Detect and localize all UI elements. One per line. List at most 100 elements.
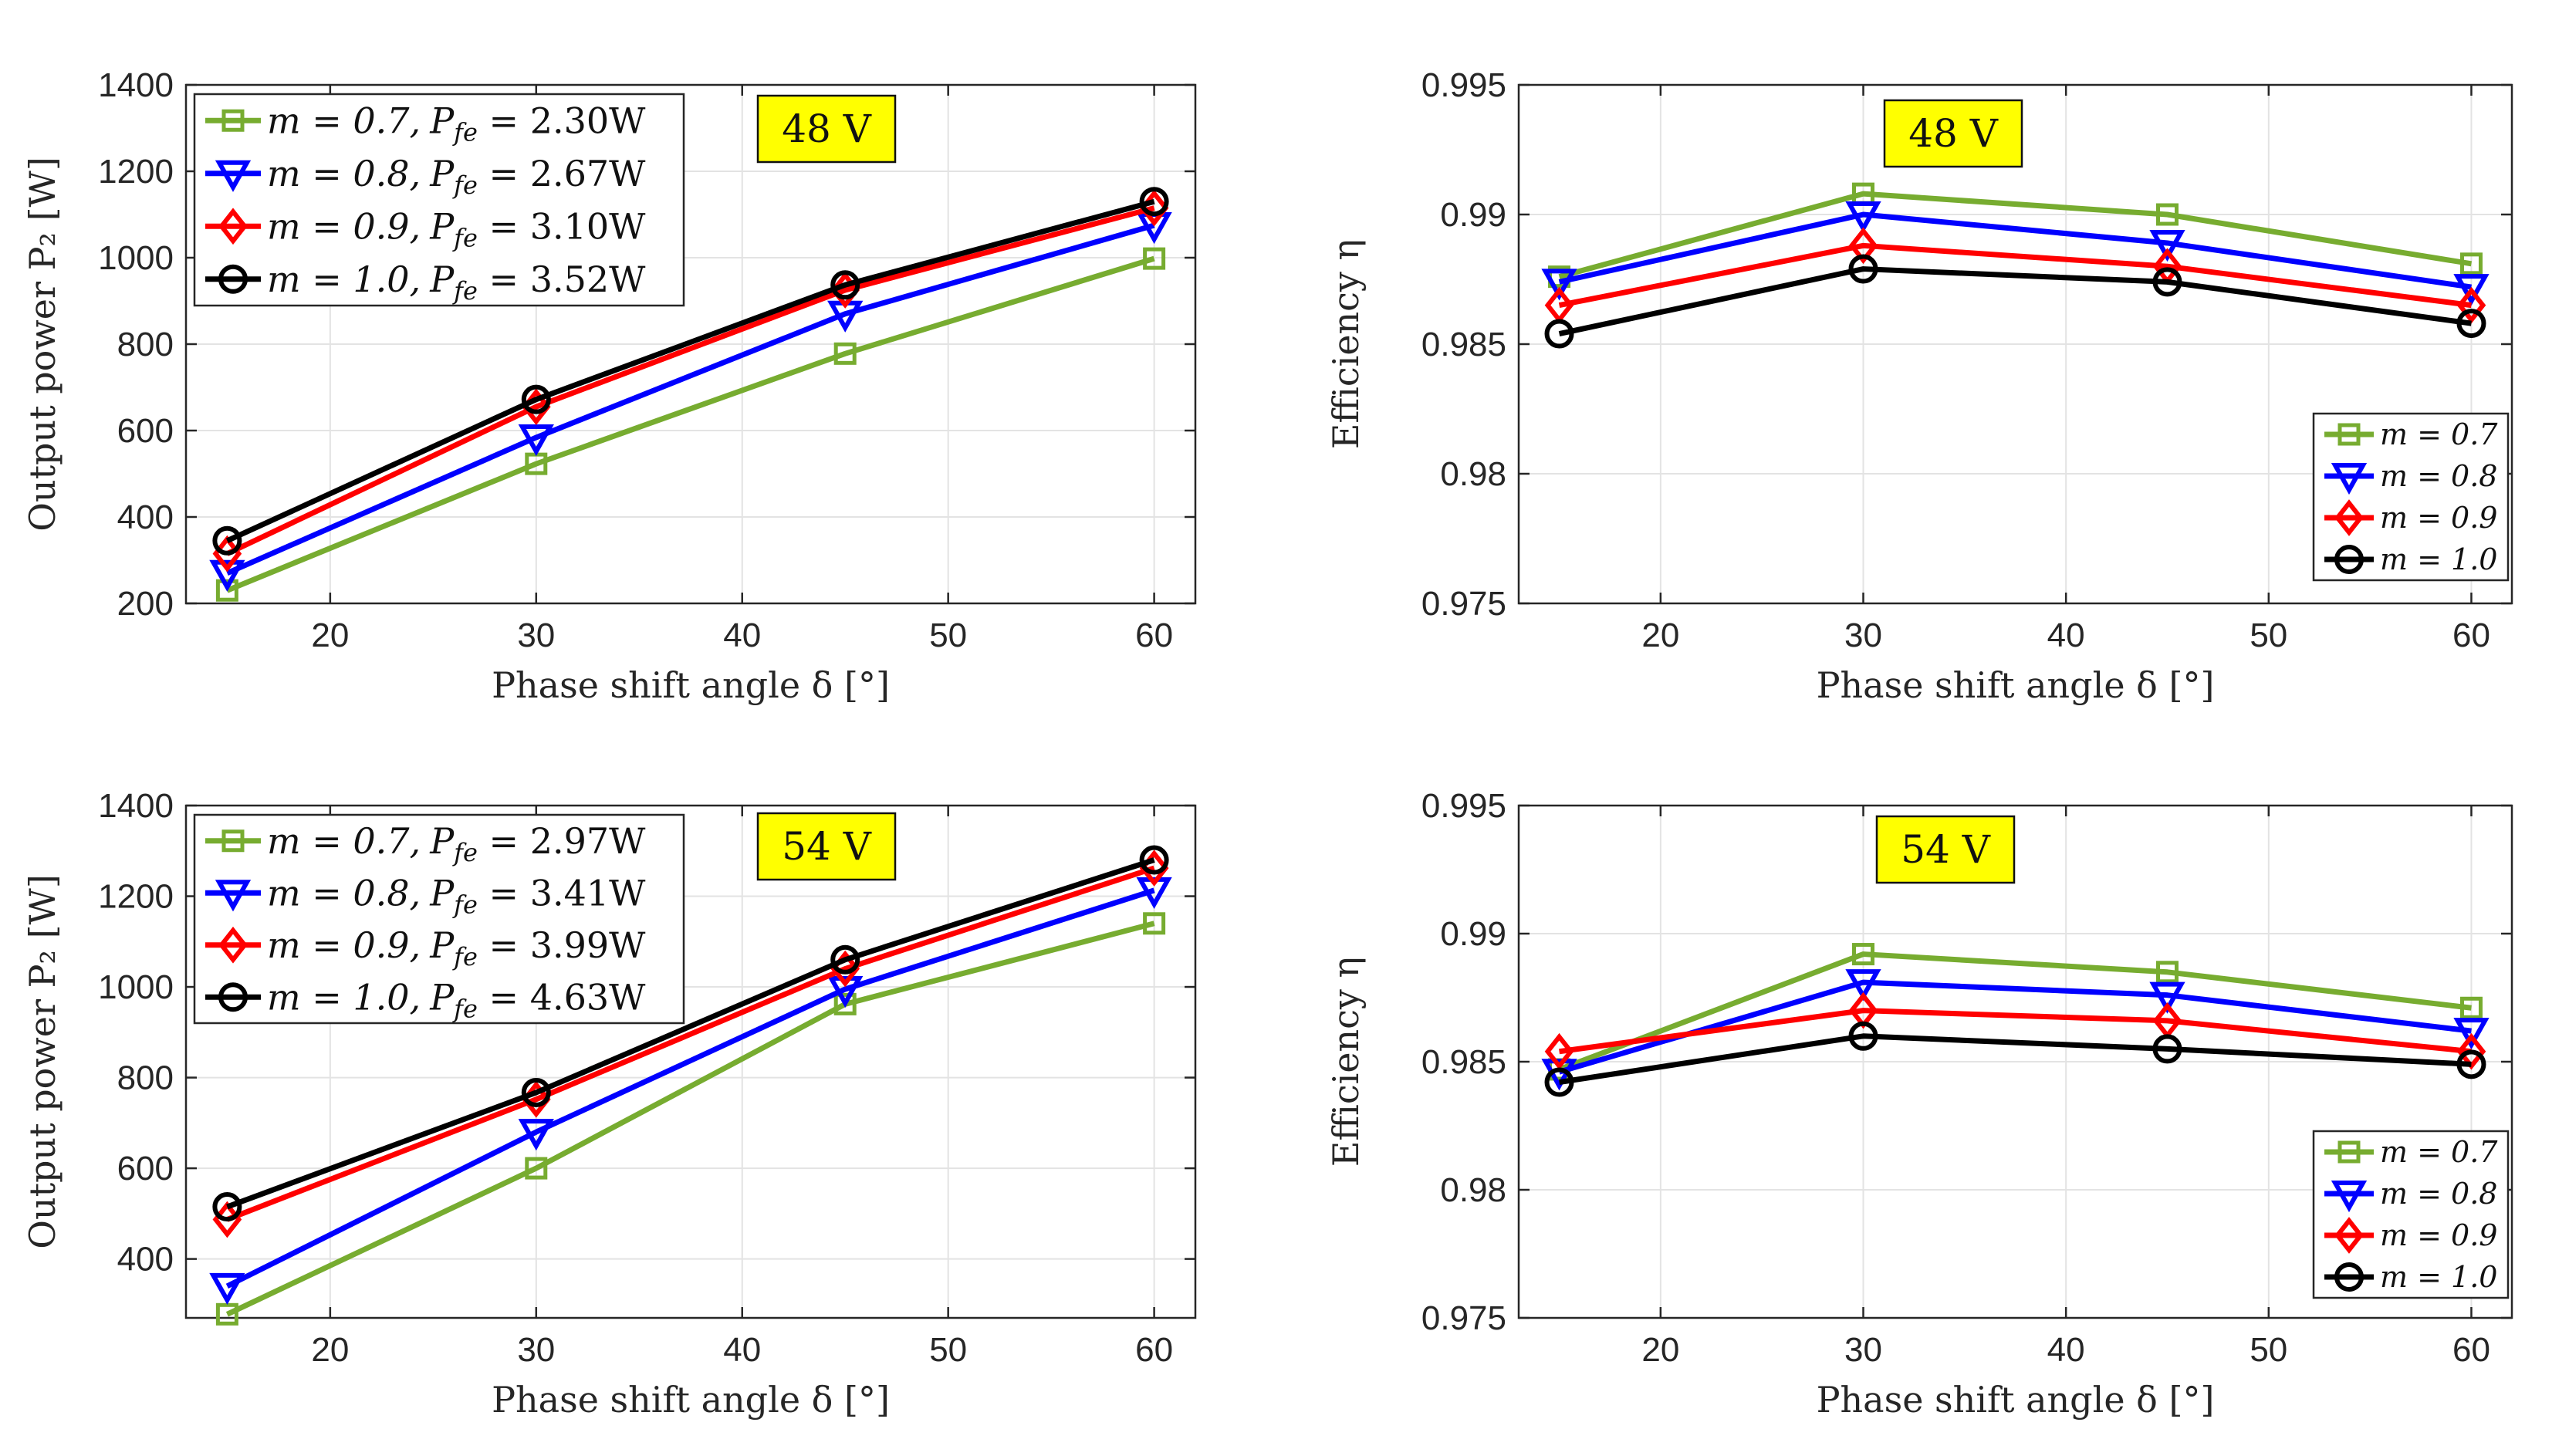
legend-label: m = 0.9, Pfe = 3.10W [267, 205, 646, 252]
legend-m-text: m = 0.8 [2380, 1177, 2497, 1211]
y-tick-label: 0.99 [1440, 196, 1506, 234]
legend-label: m = 1.0 [2380, 1260, 2497, 1294]
legend-swatch-marker [2331, 1181, 2368, 1213]
x-tick-label: 20 [311, 617, 349, 654]
voltage-label: 54 V [782, 824, 872, 869]
data-point [215, 1302, 238, 1326]
legend-swatch-marker [2331, 463, 2368, 495]
x-tick-label: 30 [517, 617, 555, 654]
y-tick-label: 600 [117, 1150, 174, 1187]
legend-m-text: m = 0.9, [267, 205, 421, 247]
data-point [518, 424, 554, 457]
legend-label: m = 0.7, Pfe = 2.30W [267, 100, 646, 147]
legend-label: m = 0.7 [2380, 1135, 2498, 1169]
data-point [1852, 943, 1875, 966]
legend-swatch-marker [218, 926, 248, 964]
data-point [1139, 845, 1169, 875]
y-axis-label: Output power P₂ [W] [22, 874, 63, 1249]
x-tick-label: 40 [2047, 1331, 2085, 1369]
x-axis-label: Phase shift angle δ [°] [1817, 1379, 2215, 1421]
data-point [525, 1157, 548, 1180]
data-point [2149, 981, 2185, 1014]
x-tick-label: 60 [2452, 1331, 2490, 1369]
data-point [2453, 274, 2490, 306]
data-point [827, 975, 864, 1008]
data-point [833, 992, 857, 1015]
legend-p-value: = 3.10W [478, 205, 646, 247]
series-line [1559, 1008, 2472, 1055]
series-line [1558, 191, 2473, 280]
y-tick-label: 1400 [98, 66, 174, 104]
y-axis-label: Efficiency η [1325, 239, 1367, 449]
chart-efficiency-48v: 20 30 40 50 60 0.975 0.98 0.985 0.99 0.995 Phase s… [1325, 66, 2513, 706]
x-tick-label: 50 [2250, 617, 2287, 654]
data-point [1544, 1067, 1574, 1097]
legend-p-subscript: fe [452, 223, 478, 252]
series-line [226, 865, 1155, 1222]
legend-m-text: m = 0.7, [267, 100, 421, 141]
legend-p-value: = 3.41W [478, 872, 646, 914]
data-point [1848, 227, 1878, 265]
legend-swatch-marker [2337, 423, 2361, 446]
legend-label: m = 0.8 [2380, 459, 2497, 493]
legend-p-subscript: fe [452, 171, 478, 200]
legend-label: m = 0.9 [2380, 501, 2497, 535]
data-point [521, 384, 551, 414]
legend-p-symbol: P [429, 100, 455, 141]
legend-swatch-marker [2337, 1140, 2361, 1164]
data-point [2456, 1049, 2486, 1079]
data-point [1143, 912, 1166, 935]
legend-m-text: m = 1.0 [2380, 1260, 2497, 1294]
data-point [1143, 247, 1166, 270]
legend-p-subscript: fe [452, 890, 478, 919]
data-point [1544, 1032, 1574, 1070]
y-tick-label: 0.995 [1421, 787, 1506, 825]
legend-swatch-marker [218, 208, 248, 245]
legend-box [193, 93, 685, 307]
legend-m-text: m = 0.8, [267, 872, 421, 914]
series-line [1558, 266, 2472, 336]
data-point [1848, 254, 1878, 284]
legend-label: m = 0.9 [2380, 1218, 2497, 1252]
legend-label: m = 1.0, Pfe = 3.52W [267, 258, 646, 306]
x-axis-label: Phase shift angle δ [°] [492, 1379, 890, 1421]
x-tick-label: 20 [311, 1331, 349, 1369]
voltage-label: 54 V [1901, 827, 1991, 872]
legend-swatch-marker [2334, 1262, 2364, 1292]
chart-power-54v: 20 30 40 50 60 400 600 800 1000 1200 1400 Phase shi… [22, 787, 1197, 1421]
series-line [225, 921, 1155, 1317]
x-tick-label: 50 [929, 1331, 967, 1369]
series-line [225, 887, 1155, 1289]
x-tick-label: 60 [1135, 617, 1173, 654]
y-tick-label: 1200 [98, 878, 174, 916]
data-point [2155, 203, 2179, 226]
x-tick-label: 50 [929, 617, 967, 654]
legend-p-subscript: fe [452, 942, 478, 971]
y-axis-label: Efficiency η [1325, 957, 1367, 1167]
data-point [2453, 1018, 2490, 1050]
legend-p-value: = 3.52W [478, 258, 646, 300]
voltage-box [1883, 99, 2023, 168]
legend-m-text: m = 1.0, [267, 258, 421, 300]
legend-p-symbol: P [429, 205, 455, 247]
x-tick-label: 30 [517, 1331, 555, 1369]
voltage-box [756, 812, 897, 881]
legend-p-subscript: fe [452, 994, 478, 1023]
legend-p-symbol: P [429, 976, 455, 1018]
data-point [833, 342, 857, 365]
legend-p-value: = 2.97W [478, 820, 646, 862]
legend-m-text: m = 0.9 [2380, 501, 2497, 535]
legend-m-text: m = 1.0 [2380, 542, 2497, 576]
x-tick-label: 60 [2452, 617, 2490, 654]
legend-label: m = 0.9, Pfe = 3.99W [267, 924, 646, 971]
x-tick-label: 50 [2250, 1331, 2287, 1369]
legend-m-text: m = 0.8, [267, 153, 421, 194]
y-axis-label: Output power P₂ [W] [22, 157, 63, 532]
data-point [2152, 267, 2182, 297]
y-tick-label: 0.99 [1440, 915, 1506, 953]
legend-swatch-marker [221, 109, 245, 132]
data-point [2456, 309, 2486, 339]
data-point [215, 579, 238, 602]
data-point [2152, 1034, 2182, 1064]
